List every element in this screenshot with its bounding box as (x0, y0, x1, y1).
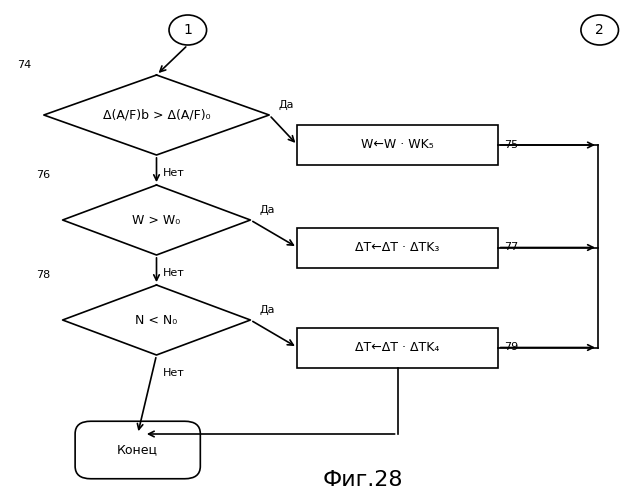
Text: Фиг.28: Фиг.28 (323, 470, 403, 490)
Text: 2: 2 (595, 23, 604, 37)
Text: W > W₀: W > W₀ (133, 214, 180, 226)
Text: Δ(A/F)b > Δ(A/F)₀: Δ(A/F)b > Δ(A/F)₀ (103, 108, 210, 122)
Text: ΔT←ΔT · ΔTK₄: ΔT←ΔT · ΔTK₄ (356, 341, 439, 354)
FancyBboxPatch shape (75, 421, 200, 479)
Text: Да: Да (260, 305, 275, 315)
Text: Нет: Нет (163, 268, 185, 278)
Text: ΔT←ΔT · ΔTK₃: ΔT←ΔT · ΔTK₃ (356, 241, 439, 254)
Text: 78: 78 (36, 270, 50, 280)
Text: 77: 77 (504, 242, 518, 252)
Circle shape (169, 15, 207, 45)
Text: 1: 1 (183, 23, 192, 37)
Text: Да: Да (260, 205, 275, 215)
Circle shape (581, 15, 618, 45)
FancyBboxPatch shape (297, 125, 498, 165)
Text: Конец: Конец (117, 444, 158, 456)
Text: N < N₀: N < N₀ (135, 314, 178, 326)
Text: Нет: Нет (163, 168, 185, 177)
Text: 74: 74 (17, 60, 31, 70)
Text: Нет: Нет (163, 368, 185, 378)
FancyBboxPatch shape (297, 328, 498, 368)
FancyBboxPatch shape (297, 228, 498, 268)
Text: 75: 75 (504, 140, 518, 150)
Text: 79: 79 (504, 342, 518, 352)
Text: Да: Да (279, 100, 294, 110)
Text: W←W · WK₅: W←W · WK₅ (361, 138, 434, 151)
Text: 76: 76 (36, 170, 50, 180)
